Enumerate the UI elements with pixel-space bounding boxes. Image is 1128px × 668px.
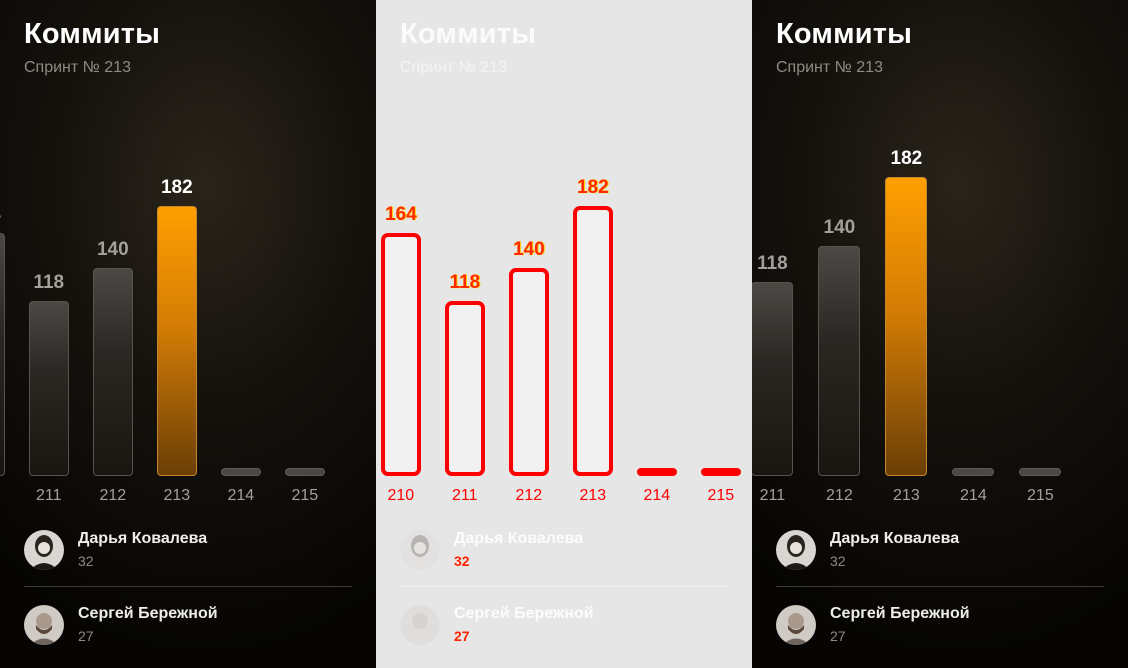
commits-screen-diff: Коммиты Спринт № 213 210 164 211 118 212 140 2… [376,0,752,668]
chart-bar-214[interactable] [220,468,261,476]
person-avatar-female-icon [400,530,440,570]
chart-bar-215[interactable] [284,468,325,476]
bar-value-label: 140 [96,239,129,261]
divider [400,586,728,587]
chart-bar-213[interactable] [156,206,197,476]
bar-value-label: 164 [0,204,25,226]
leader-commits: 32 [78,553,94,569]
chart-bar-210[interactable] [380,232,421,476]
leader-name: Сергей Бережной [830,605,970,622]
list-item[interactable]: Дарья Ковалева 32 [400,528,728,572]
person-avatar-female-icon [24,530,64,570]
chart-bar-212[interactable] [508,268,549,476]
x-tick-label: 215 [707,487,735,504]
chart-bar-211[interactable] [752,282,794,476]
bar-value-label: 140 [823,217,856,238]
x-tick-label: 215 [291,487,319,504]
chart-bar-213[interactable] [885,177,928,476]
commits-bar-chart: 210 164 211 118 212 140 213 182 214 215 [376,0,752,520]
leader-commits: 32 [454,553,470,569]
person-avatar-male-icon [776,605,816,645]
divider [776,586,1104,587]
bar-value-label: 182 [576,177,609,198]
x-tick-label: 214 [227,487,255,504]
sprint-subtitle: Спринт № 213 [400,59,507,76]
leader-name: Дарья Ковалева [78,530,208,547]
x-tick-label: 212 [515,487,543,504]
chart-bar-211[interactable] [28,300,69,476]
chart-bar-212[interactable] [92,268,133,476]
page-title: Коммиты [24,18,161,50]
leader-commits: 32 [830,553,846,569]
x-tick-label: 213 [163,487,191,504]
person-avatar-male-icon [24,605,64,645]
sprint-subtitle: Спринт № 213 [776,59,883,76]
list-item[interactable]: Дарья Ковалева 32 [24,528,352,572]
chart-bar-211[interactable] [444,300,485,476]
leaders-list: Дарья Ковалева 32 Сергей Бережной 27 [400,528,728,647]
chart-bar-214[interactable] [952,468,995,476]
person-avatar-female-icon [776,530,816,570]
bar-value-label: 140 [512,239,545,261]
x-tick-label: 214 [960,487,987,504]
bar-value-label: 118 [449,271,481,293]
bar-value-label: 118 [33,271,65,293]
x-tick-label: 211 [36,487,62,504]
chart-bar-212[interactable] [818,246,861,476]
leader-name: Дарья Ковалева [830,530,960,547]
x-tick-label: 215 [1027,487,1054,504]
x-tick-label: 212 [99,487,127,504]
page-title: Коммиты [776,18,913,50]
leader-commits: 27 [454,628,470,644]
list-item[interactable]: Дарья Ковалева 32 [776,528,1104,572]
bar-value-label: 182 [160,177,193,198]
bar-value-label: 118 [757,253,788,275]
x-tick-label: 211 [759,487,786,504]
chart-bar-214[interactable] [636,468,677,476]
leaders-list: Дарья Ковалева 32 Сергей Бережной 27 [776,528,1104,647]
leader-commits: 27 [830,628,846,644]
chart-bar-210[interactable] [0,232,5,476]
chart-bar-213[interactable] [572,206,613,476]
leader-commits: 27 [78,628,94,644]
commits-screen-dark: Коммиты Спринт № 213 2101642111182121402… [0,0,376,668]
list-item[interactable]: Сергей Бережной 27 [24,603,352,647]
x-tick-label: 212 [826,487,853,504]
x-tick-label: 214 [643,487,671,504]
chart-bar-215[interactable] [1019,468,1062,476]
chart-bar-215[interactable] [700,468,741,476]
list-item[interactable]: Сергей Бережной 27 [776,603,1104,647]
page-title: Коммиты [400,18,537,50]
person-avatar-male-icon [400,605,440,645]
list-item[interactable]: Сергей Бережной 27 [400,603,728,647]
x-tick-label: 211 [452,487,478,504]
leaders-list: Дарья Ковалева 32 Сергей Бережной 27 [24,528,352,647]
leader-name: Сергей Бережной [78,605,218,622]
bar-value-label: 164 [384,203,417,225]
divider [24,586,352,587]
x-tick-label: 210 [387,487,415,504]
bar-value-label: 182 [890,148,923,169]
x-tick-label: 213 [579,487,607,504]
x-tick-label: 213 [893,487,920,504]
leader-name: Дарья Ковалева [454,530,584,547]
commits-screen-dark-shifted: Коммиты Спринт № 213 2101642111182121402… [752,0,1128,668]
sprint-subtitle: Спринт № 213 [24,59,131,76]
leader-name: Сергей Бережной [454,605,594,622]
